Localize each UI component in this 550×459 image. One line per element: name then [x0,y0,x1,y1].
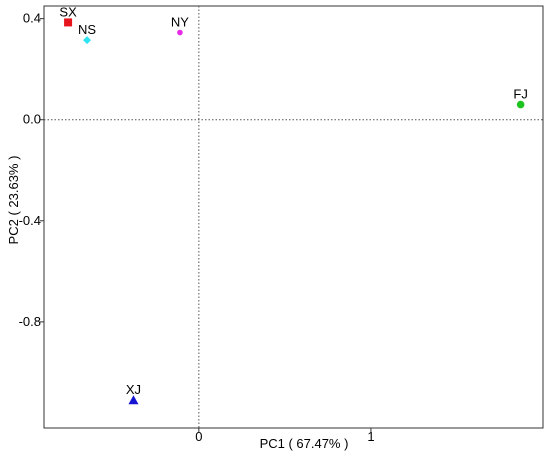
point-fj-label: FJ [513,87,527,102]
plot-frame [43,5,544,429]
y-tick-label: -0.4 [19,213,41,228]
point-ns-label: NS [78,22,96,37]
point-ns [83,36,92,45]
point-xj [128,395,139,405]
point-fj [516,100,525,109]
y-tick-label: -0.8 [19,314,41,329]
x-tick-label: 1 [367,429,374,444]
y-axis-ticks: 0.4 0.0 -0.4 -0.8 [19,11,44,329]
x-axis-title: PC1 ( 67.47% ) [260,436,349,451]
y-axis-title: PC2 ( 23.63% ) [6,156,21,245]
point-ny [177,29,183,36]
point-ny-label: NY [171,15,189,30]
x-tick-label: 0 [195,429,202,444]
point-sx [64,18,73,27]
y-tick-label: 0.4 [23,11,41,26]
point-sx-label: SX [59,4,77,19]
reference-lines [44,6,543,428]
y-tick-label: 0.0 [23,112,41,127]
point-xj-label: XJ [126,382,141,397]
